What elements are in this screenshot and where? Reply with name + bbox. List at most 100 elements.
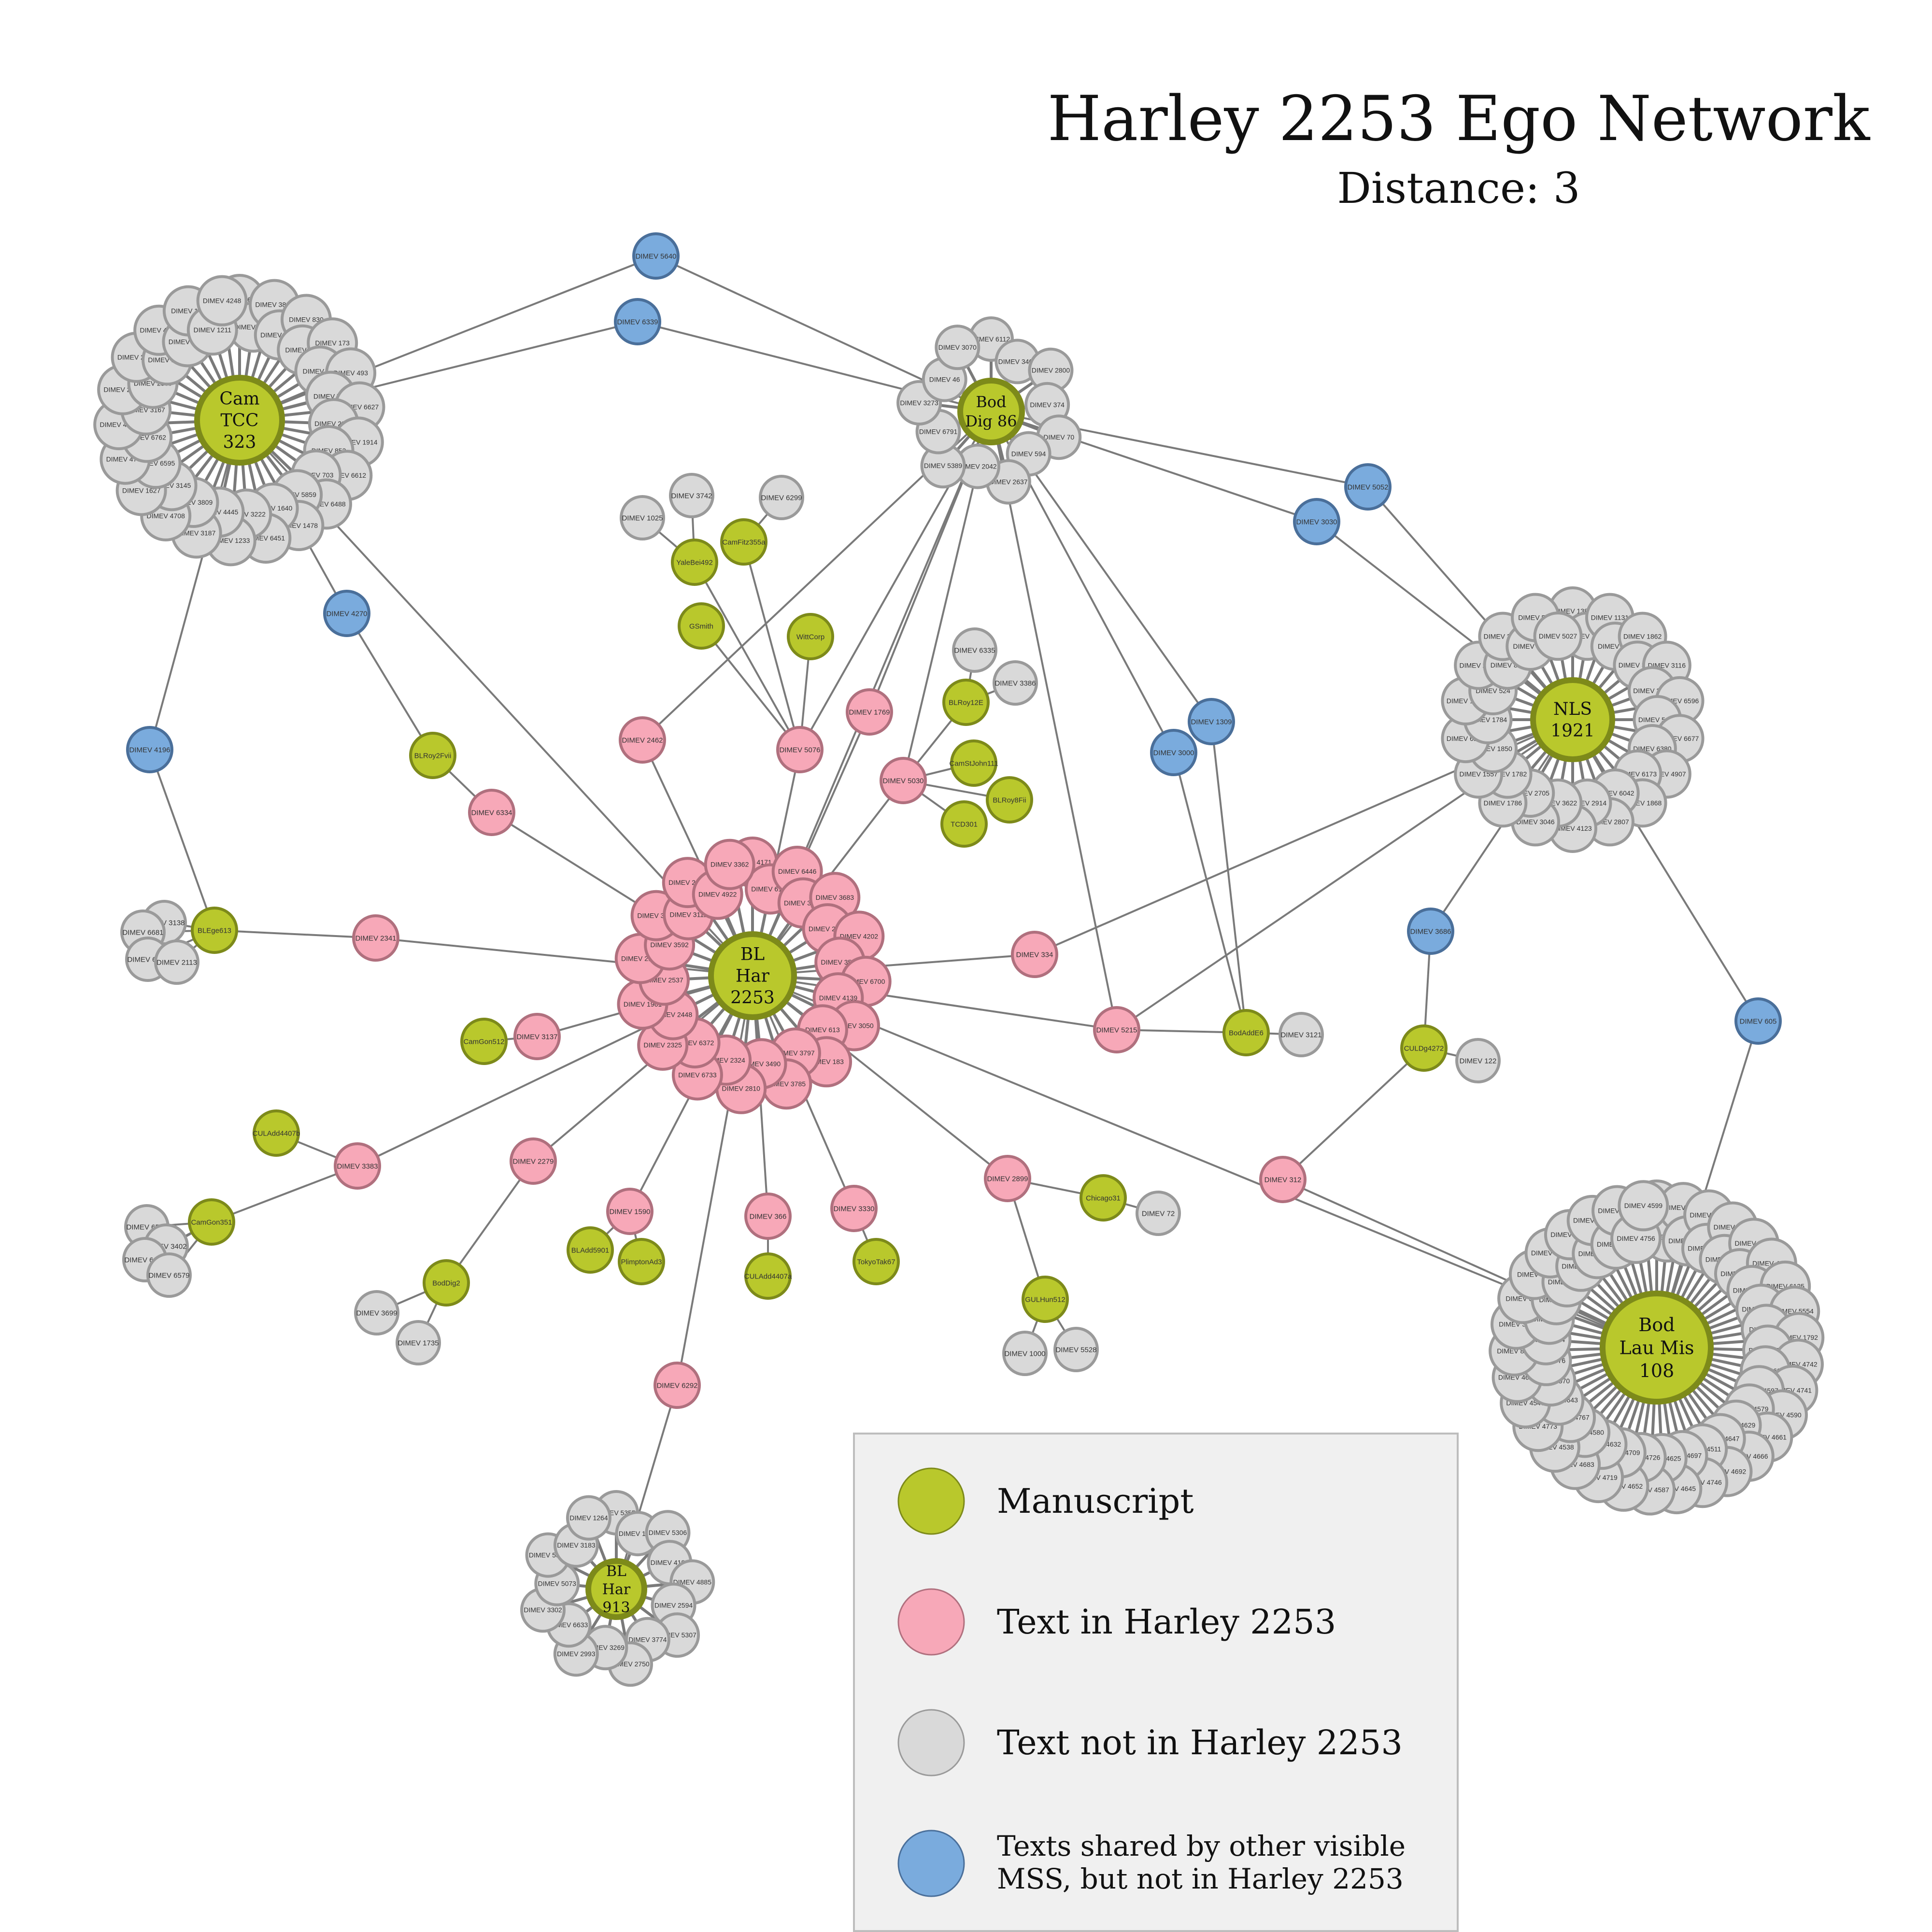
node-t2341[interactable]: DIMEV 2341	[352, 914, 399, 962]
ring-node[interactable]: DIMEV 3405	[994, 339, 1040, 384]
node-s1309[interactable]: DIMEV 1309	[1188, 698, 1235, 745]
node-mCamGon512-label: CamGon512	[463, 1037, 504, 1046]
node-g2113[interactable]: DIMEV 2113	[154, 939, 199, 985]
ring-node[interactable]: DIMEV 4248	[196, 275, 248, 327]
node-t5030[interactable]: DIMEV 5030	[880, 757, 927, 804]
node-mBLAdd[interactable]: BLAdd5901	[567, 1226, 614, 1274]
node-s5052[interactable]: DIMEV 5052	[1344, 463, 1392, 511]
ring-node-label: DIMEV 2800	[1032, 367, 1070, 374]
node-t5215[interactable]: DIMEV 5215	[1093, 1006, 1140, 1053]
node-mChicago[interactable]: Chicago31	[1080, 1174, 1127, 1222]
node-s3030[interactable]: DIMEV 3030	[1293, 498, 1340, 545]
node-mTokyo[interactable]: TokyoTak67	[852, 1238, 900, 1285]
node-mYale[interactable]: YaleBei492	[671, 539, 718, 586]
node-t1590[interactable]: DIMEV 1590	[606, 1188, 653, 1235]
node-g6335[interactable]: DIMEV 6335	[952, 627, 997, 673]
node-g1025[interactable]: DIMEV 1025	[620, 495, 665, 540]
ring-node-label: DIMEV 5073	[538, 1580, 577, 1588]
node-t3137[interactable]: DIMEV 3137	[513, 1013, 561, 1060]
node-g6579-label: DIMEV 6579	[148, 1271, 189, 1279]
node-mCULAdd4407b[interactable]: CULAdd4407b	[253, 1109, 300, 1157]
ring-node[interactable]: DIMEV 1264	[566, 1495, 611, 1541]
node-mCamFitz[interactable]: CamFitz355a	[720, 518, 767, 566]
hub-label: 108	[1639, 1360, 1675, 1381]
node-mCULDg[interactable]: CULDg4272	[1400, 1024, 1448, 1072]
node-mPlimpton[interactable]: PlimptonAd3	[618, 1238, 665, 1285]
node-mBLRoy12E[interactable]: BLRoy12E	[942, 679, 990, 726]
node-g122[interactable]: DIMEV 122	[1455, 1038, 1501, 1083]
node-t334[interactable]: DIMEV 334	[1011, 931, 1058, 978]
ring-node[interactable]: DIMEV 5027	[1533, 611, 1583, 661]
node-t2462[interactable]: DIMEV 2462	[619, 716, 666, 764]
node-g3742[interactable]: DIMEV 3742	[669, 473, 714, 518]
node-t6292[interactable]: DIMEV 6292	[653, 1362, 701, 1409]
node-t2899[interactable]: DIMEV 2899	[984, 1155, 1031, 1202]
node-g3386[interactable]: DIMEV 3386	[993, 660, 1038, 706]
node-mBodDig2[interactable]: BodDig2	[423, 1259, 470, 1307]
node-g6681-label: DIMEV 6681	[122, 928, 163, 937]
node-mCamStJohn[interactable]: CamStJohn111	[949, 739, 998, 787]
node-g6579[interactable]: DIMEV 6579	[146, 1252, 192, 1298]
ring-node-label: DIMEV 6446	[778, 867, 817, 875]
ring-node-label: DIMEV 3302	[524, 1606, 562, 1614]
ring-node[interactable]: DIMEV 2800	[1028, 347, 1074, 393]
ring-node[interactable]: DIMEV 2042	[955, 443, 1001, 489]
node-g72[interactable]: DIMEV 72	[1136, 1191, 1181, 1236]
node-g3121-label: DIMEV 3121	[1280, 1031, 1321, 1039]
node-t312[interactable]: DIMEV 312	[1259, 1156, 1307, 1203]
node-g1735[interactable]: DIMEV 1735	[396, 1320, 441, 1365]
node-mBLRoy8Fii[interactable]: BLRoy8Fii	[986, 776, 1033, 824]
node-g3121[interactable]: DIMEV 3121	[1279, 1012, 1324, 1057]
ring-node-label: DIMEV 3808	[255, 300, 294, 308]
ring-node-label: DIMEV 4885	[673, 1578, 712, 1586]
ring-node[interactable]: DIMEV 3070	[935, 325, 980, 370]
node-mTCD301[interactable]: TCD301	[940, 800, 988, 848]
node-g3699[interactable]: DIMEV 3699	[354, 1290, 399, 1335]
node-s6339[interactable]: DIMEV 6339	[614, 298, 661, 345]
node-s3686[interactable]: DIMEV 3686	[1407, 908, 1454, 955]
node-t5076[interactable]: DIMEV 5076	[776, 726, 824, 773]
ring-node-label: DIMEV 2042	[958, 463, 997, 470]
hub-boddig86[interactable]: BodDig 86	[957, 378, 1025, 445]
ring-node-label: DIMEV 1786	[1484, 799, 1522, 807]
node-t366[interactable]: DIMEV 366	[744, 1193, 792, 1240]
ring-node[interactable]: DIMEV 4599	[1618, 1180, 1669, 1232]
node-t1769[interactable]: DIMEV 1769	[846, 688, 893, 736]
edge-t5076-mCamFitz	[743, 541, 801, 750]
node-g6299[interactable]: DIMEV 6299	[759, 475, 804, 520]
node-mGULHun[interactable]: GULHun512	[1022, 1276, 1069, 1323]
node-t6334[interactable]: DIMEV 6334	[468, 789, 515, 836]
node-mBodAddE6[interactable]: BodAddE6	[1222, 1009, 1270, 1056]
node-t3383[interactable]: DIMEV 3383	[334, 1142, 381, 1190]
node-s4270[interactable]: DIMEV 4270	[323, 590, 370, 637]
hub-label: BL	[740, 945, 765, 965]
ring-node[interactable]: DIMEV 3362	[704, 838, 755, 890]
edge-s4196-mBLEge	[149, 749, 215, 931]
node-g1000[interactable]: DIMEV 1000	[1002, 1331, 1048, 1376]
node-g5528[interactable]: DIMEV 5528	[1053, 1327, 1099, 1372]
node-mWitt[interactable]: WittCorp	[787, 613, 834, 660]
ring-node-label: DIMEV 3405	[998, 357, 1037, 365]
node-mCamGon512[interactable]: CamGon512	[460, 1018, 508, 1065]
node-mCamGon351[interactable]: CamGon351	[188, 1198, 235, 1246]
edge-t2279-mBodDig2	[445, 1160, 534, 1284]
node-s605[interactable]: DIMEV 605	[1734, 997, 1782, 1045]
node-s5640[interactable]: DIMEV 5640	[632, 232, 680, 280]
edge-t3383-mCamGon351	[211, 1165, 358, 1223]
node-mCULAdd4407a[interactable]: CULAdd4407a	[744, 1252, 792, 1300]
node-mBLRoy2Fvii[interactable]: BLRoy2Fvii	[409, 732, 456, 779]
node-s4196[interactable]: DIMEV 4196	[126, 726, 173, 773]
edge-t2341-har2253	[375, 937, 753, 977]
node-s605-label: DIMEV 605	[1740, 1017, 1777, 1025]
node-s3000[interactable]: DIMEV 3000	[1150, 729, 1197, 776]
node-t2279[interactable]: DIMEV 2279	[510, 1137, 557, 1185]
node-mBLEge[interactable]: BLEge613	[191, 907, 238, 954]
node-t3330[interactable]: DIMEV 3330	[830, 1185, 878, 1232]
hub-label: Lau Mis	[1619, 1337, 1694, 1358]
node-mGSmith[interactable]: GSmith	[678, 602, 725, 650]
